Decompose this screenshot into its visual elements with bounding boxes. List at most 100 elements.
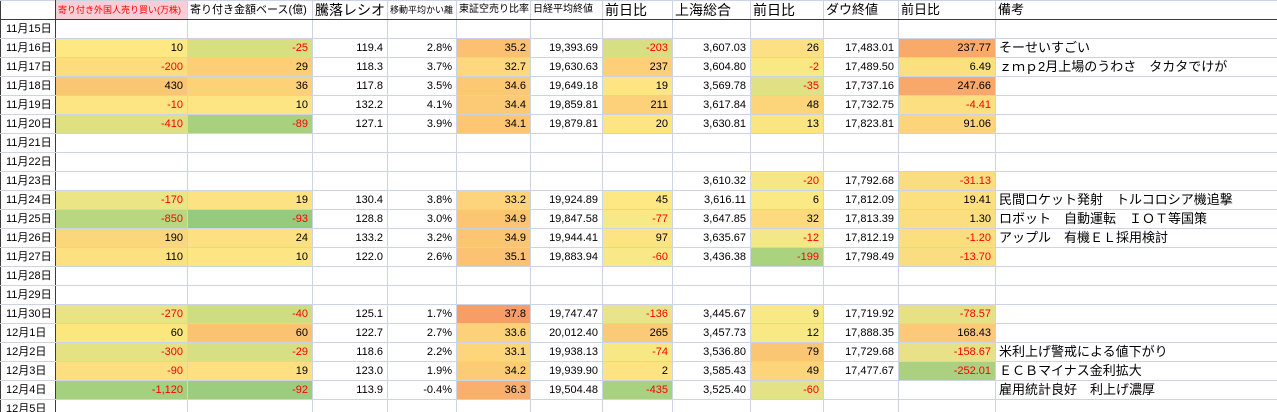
- value-cell[interactable]: -13.70: [898, 247, 996, 267]
- value-cell[interactable]: 35.1: [456, 247, 531, 267]
- value-cell[interactable]: 3,569.78: [672, 76, 751, 96]
- value-cell[interactable]: 118.3: [312, 57, 388, 77]
- value-cell[interactable]: [602, 266, 673, 286]
- value-cell[interactable]: -60: [602, 247, 673, 267]
- value-cell[interactable]: 17,812.19: [823, 228, 899, 248]
- value-cell[interactable]: -93: [187, 209, 313, 229]
- value-cell[interactable]: [898, 133, 996, 153]
- note-cell[interactable]: [995, 285, 1277, 305]
- note-cell[interactable]: アップル 有機ＥＬ採用検討: [995, 228, 1277, 248]
- value-cell[interactable]: 2.7%: [387, 323, 457, 343]
- value-cell[interactable]: 237.77: [898, 38, 996, 58]
- value-cell[interactable]: 45: [602, 190, 673, 210]
- date-cell[interactable]: 11月23日: [0, 171, 56, 191]
- value-cell[interactable]: [672, 266, 751, 286]
- date-cell[interactable]: 11月25日: [0, 209, 56, 229]
- note-cell[interactable]: [995, 76, 1277, 96]
- value-cell[interactable]: 17,888.35: [823, 323, 899, 343]
- date-cell[interactable]: 12月2日: [0, 342, 56, 362]
- date-cell[interactable]: 11月29日: [0, 285, 56, 305]
- value-cell[interactable]: [387, 399, 457, 412]
- value-cell[interactable]: -12: [750, 228, 824, 248]
- value-cell[interactable]: [387, 285, 457, 305]
- value-cell[interactable]: [823, 133, 899, 153]
- value-cell[interactable]: [672, 399, 751, 412]
- value-cell[interactable]: 4.1%: [387, 95, 457, 115]
- value-cell[interactable]: [456, 152, 531, 172]
- col-header-opening-foreign-trades[interactable]: 寄り付き外国人売り買い(万株): [55, 0, 188, 20]
- col-header-shanghai-composite[interactable]: 上海総合: [672, 0, 751, 20]
- value-cell[interactable]: [898, 266, 996, 286]
- value-cell[interactable]: -252.01: [898, 361, 996, 381]
- value-cell[interactable]: [187, 266, 313, 286]
- value-cell[interactable]: 3,630.81: [672, 114, 751, 134]
- value-cell[interactable]: [456, 133, 531, 153]
- value-cell[interactable]: [898, 380, 996, 400]
- value-cell[interactable]: [672, 133, 751, 153]
- value-cell[interactable]: 19: [187, 361, 313, 381]
- value-cell[interactable]: [55, 399, 188, 412]
- value-cell[interactable]: [823, 380, 899, 400]
- value-cell[interactable]: 32: [750, 209, 824, 229]
- note-cell[interactable]: ｚｍｐ2月上場のうわさ タカタでけが: [995, 57, 1277, 77]
- value-cell[interactable]: 10: [187, 247, 313, 267]
- value-cell[interactable]: [387, 152, 457, 172]
- value-cell[interactable]: 34.2: [456, 361, 531, 381]
- value-cell[interactable]: -25: [187, 38, 313, 58]
- value-cell[interactable]: 2.6%: [387, 247, 457, 267]
- value-cell[interactable]: 19,847.58: [530, 209, 603, 229]
- value-cell[interactable]: -10: [55, 95, 188, 115]
- value-cell[interactable]: 19: [187, 190, 313, 210]
- date-cell[interactable]: 11月18日: [0, 76, 56, 96]
- value-cell[interactable]: [456, 399, 531, 412]
- col-header-tse-short-selling-ratio[interactable]: 東証空売り比率: [456, 0, 531, 20]
- note-cell[interactable]: 民間ロケット発射 トルコロシア機追撃: [995, 190, 1277, 210]
- note-cell[interactable]: 米利上げ警戒による値下がり: [995, 342, 1277, 362]
- value-cell[interactable]: 3.2%: [387, 228, 457, 248]
- value-cell[interactable]: 60: [187, 323, 313, 343]
- value-cell[interactable]: 3,604.80: [672, 57, 751, 77]
- value-cell[interactable]: 33.6: [456, 323, 531, 343]
- date-cell[interactable]: 11月20日: [0, 114, 56, 134]
- value-cell[interactable]: 190: [55, 228, 188, 248]
- value-cell[interactable]: [387, 133, 457, 153]
- value-cell[interactable]: [672, 19, 751, 39]
- value-cell[interactable]: 36: [187, 76, 313, 96]
- value-cell[interactable]: -4.41: [898, 95, 996, 115]
- value-cell[interactable]: [602, 171, 673, 191]
- value-cell[interactable]: 3,445.67: [672, 304, 751, 324]
- value-cell[interactable]: -92: [187, 380, 313, 400]
- value-cell[interactable]: [750, 152, 824, 172]
- value-cell[interactable]: 127.1: [312, 114, 388, 134]
- value-cell[interactable]: [672, 152, 751, 172]
- value-cell[interactable]: 26: [750, 38, 824, 58]
- value-cell[interactable]: 19: [602, 76, 673, 96]
- value-cell[interactable]: 265: [602, 323, 673, 343]
- value-cell[interactable]: 17,483.01: [823, 38, 899, 58]
- value-cell[interactable]: 19,938.13: [530, 342, 603, 362]
- value-cell[interactable]: 33.1: [456, 342, 531, 362]
- value-cell[interactable]: 36.3: [456, 380, 531, 400]
- value-cell[interactable]: [187, 19, 313, 39]
- value-cell[interactable]: [312, 19, 388, 39]
- value-cell[interactable]: 117.8: [312, 76, 388, 96]
- value-cell[interactable]: [530, 285, 603, 305]
- col-header-dow-change[interactable]: 前日比: [898, 0, 996, 20]
- note-cell[interactable]: [995, 304, 1277, 324]
- note-cell[interactable]: [995, 323, 1277, 343]
- value-cell[interactable]: [55, 285, 188, 305]
- value-cell[interactable]: 2.2%: [387, 342, 457, 362]
- value-cell[interactable]: 3,525.40: [672, 380, 751, 400]
- value-cell[interactable]: 12: [750, 323, 824, 343]
- value-cell[interactable]: [387, 19, 457, 39]
- value-cell[interactable]: [823, 399, 899, 412]
- value-cell[interactable]: -31.13: [898, 171, 996, 191]
- value-cell[interactable]: [602, 285, 673, 305]
- value-cell[interactable]: 20: [602, 114, 673, 134]
- value-cell[interactable]: 3.0%: [387, 209, 457, 229]
- value-cell[interactable]: -35: [750, 76, 824, 96]
- value-cell[interactable]: [672, 285, 751, 305]
- note-cell[interactable]: [995, 152, 1277, 172]
- value-cell[interactable]: 133.2: [312, 228, 388, 248]
- value-cell[interactable]: 3,610.32: [672, 171, 751, 191]
